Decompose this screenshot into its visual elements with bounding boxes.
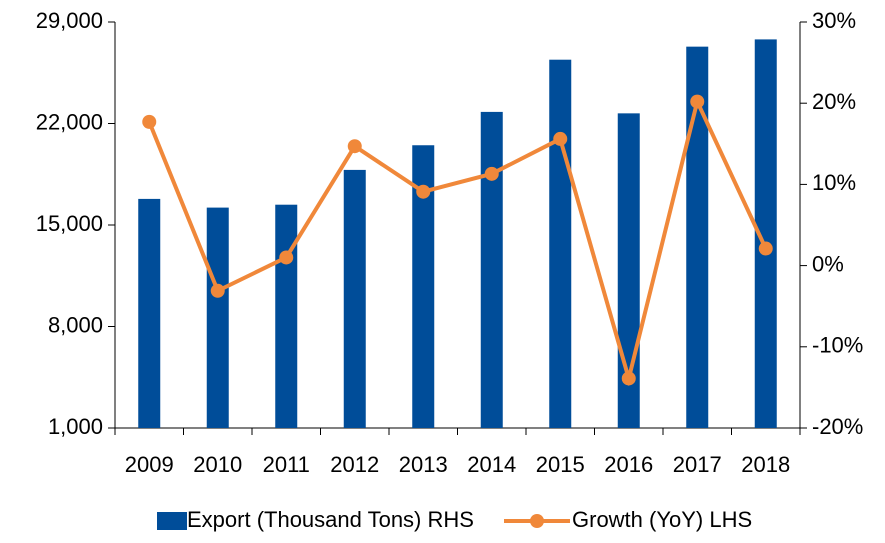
x-tick-label: 2016	[604, 452, 653, 477]
line-marker	[142, 114, 157, 129]
x-tick-label: 2013	[399, 452, 448, 477]
y2-tick-label: 10%	[812, 170, 856, 195]
y-tick-label: 15,000	[36, 211, 103, 236]
x-tick-label: 2011	[263, 452, 310, 477]
x-tick-label: 2014	[467, 452, 516, 477]
bar	[686, 46, 709, 429]
line-marker	[210, 283, 225, 298]
x-tick-label: 2017	[673, 452, 722, 477]
bar	[275, 204, 298, 428]
line-marker	[758, 241, 773, 256]
y-tick-label: 1,000	[48, 414, 103, 439]
line-marker	[347, 139, 362, 154]
y2-tick-label: -20%	[812, 414, 863, 439]
x-tick-label: 2009	[125, 452, 174, 477]
y2-tick-label: -10%	[812, 333, 863, 358]
bar	[549, 59, 572, 428]
line-marker	[690, 94, 705, 109]
y2-tick-label: 30%	[812, 8, 856, 33]
x-tick-label: 2012	[330, 452, 379, 477]
bar	[343, 169, 366, 428]
x-tick-label: 2018	[741, 452, 790, 477]
y-tick-label: 29,000	[36, 8, 103, 33]
line-marker	[279, 250, 294, 265]
y2-tick-label: 0%	[812, 251, 844, 276]
legend-label: Export (Thousand Tons) RHS	[187, 507, 474, 532]
bar	[138, 198, 161, 428]
x-tick-label: 2015	[536, 452, 585, 477]
bar	[480, 111, 503, 429]
y-tick-label: 8,000	[48, 312, 103, 337]
bar	[412, 145, 435, 428]
line-marker	[621, 371, 636, 386]
x-tick-label: 2010	[193, 452, 242, 477]
line-marker	[416, 184, 431, 199]
legend-label: Growth (YoY) LHS	[572, 507, 752, 532]
line	[147, 95, 768, 387]
legend-marker	[530, 514, 544, 528]
bar	[206, 207, 229, 428]
line-marker	[553, 131, 568, 146]
legend-swatch	[157, 512, 187, 530]
y-tick-label: 22,000	[36, 109, 103, 134]
line-marker	[484, 166, 499, 181]
bar	[754, 39, 777, 429]
y2-tick-label: 20%	[812, 89, 856, 114]
